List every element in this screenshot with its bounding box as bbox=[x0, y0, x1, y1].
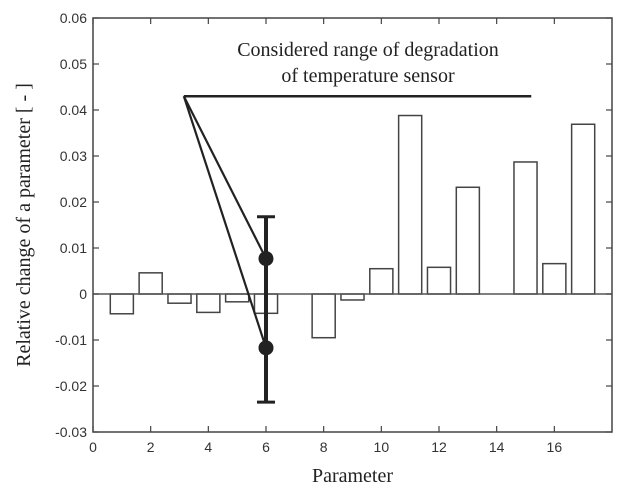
bar-parameter-2 bbox=[138, 272, 163, 295]
y-axis-title: Relative change of a parameter [ - ] bbox=[13, 83, 35, 367]
x-tick-label: 10 bbox=[374, 439, 390, 455]
marker-1 bbox=[258, 251, 274, 267]
bar-parameter-1 bbox=[109, 293, 135, 315]
y-tick-label: -0.03 bbox=[55, 424, 87, 440]
x-tick-label: 12 bbox=[431, 439, 447, 455]
x-tick-label: 0 bbox=[89, 439, 97, 455]
y-tick-label: -0.02 bbox=[55, 378, 87, 394]
x-tick-label: 16 bbox=[547, 439, 563, 455]
annotation-lines-group bbox=[182, 94, 532, 349]
bar-parameter-10 bbox=[369, 267, 394, 295]
x-tick-label: 4 bbox=[204, 439, 212, 455]
bar-parameter-5 bbox=[224, 293, 250, 303]
y-tick-label: 0.06 bbox=[60, 10, 87, 26]
bar-parameter-17 bbox=[570, 123, 596, 295]
annotation-diagonal-2 bbox=[182, 95, 268, 349]
bar-parameter-4 bbox=[196, 293, 221, 314]
y-tick-labels: -0.03 -0.02 -0.01 0 0.01 0.02 0.03 0.04 0.05 0.06 bbox=[55, 10, 87, 440]
ticks-group bbox=[92, 17, 612, 433]
x-tick-label: 8 bbox=[320, 439, 328, 455]
bar-parameter-13 bbox=[455, 186, 481, 295]
y-tick-label: 0.04 bbox=[60, 102, 87, 118]
bar-parameter-15 bbox=[513, 161, 538, 295]
y-tick-label: 0.01 bbox=[60, 240, 87, 256]
marker-2 bbox=[258, 340, 274, 356]
error-bar-group bbox=[257, 215, 275, 404]
x-tick-labels: 0 2 4 6 8 10 12 14 16 bbox=[89, 439, 562, 455]
x-tick-label: 2 bbox=[147, 439, 155, 455]
annotation-diagonal-1 bbox=[182, 95, 267, 260]
x-axis-title: Parameter bbox=[312, 465, 393, 487]
bar-parameter-11 bbox=[397, 114, 423, 295]
y-tick-label: 0 bbox=[79, 286, 87, 302]
bar-parameter-8 bbox=[311, 293, 336, 339]
y-tick-label: 0.03 bbox=[60, 148, 87, 164]
y-tick-label: -0.01 bbox=[55, 332, 87, 348]
bar-parameter-12 bbox=[426, 266, 452, 295]
bar-parameter-3 bbox=[167, 293, 192, 304]
annotation-line-1: Considered range of degradation bbox=[237, 39, 499, 61]
bars-group bbox=[109, 114, 596, 339]
x-tick-label: 14 bbox=[489, 439, 505, 455]
y-tick-label: 0.02 bbox=[60, 194, 87, 210]
x-tick-label: 6 bbox=[262, 439, 270, 455]
markers-group bbox=[258, 251, 274, 356]
bar-parameter-16 bbox=[542, 262, 567, 295]
annotation-line-2: of temperature sensor bbox=[281, 65, 455, 87]
bar-parameter-9 bbox=[340, 293, 365, 301]
y-tick-label: 0.05 bbox=[60, 56, 87, 72]
plot-frame bbox=[92, 17, 613, 433]
